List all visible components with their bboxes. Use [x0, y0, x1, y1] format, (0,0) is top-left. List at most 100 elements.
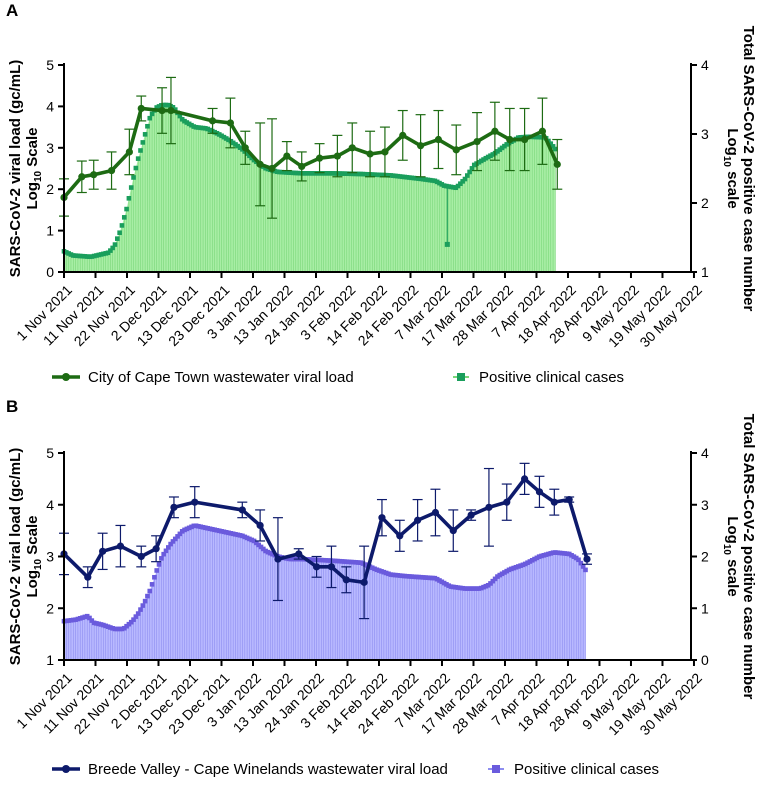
y-tick-label: 1 [46, 223, 54, 239]
case-marker [203, 525, 208, 531]
legend-wastewater-label: City of Cape Town wastewater viral load [88, 369, 354, 386]
case-marker [462, 176, 468, 182]
case-marker [274, 169, 280, 175]
case-marker [478, 585, 484, 591]
case-marker [64, 250, 69, 255]
case-marker [200, 524, 206, 530]
case-marker [349, 171, 354, 177]
case-marker [94, 621, 99, 626]
case-marker [138, 148, 143, 153]
case-marker [108, 248, 113, 253]
case-marker [108, 625, 113, 630]
case-marker [539, 553, 544, 559]
wastewater-point [295, 550, 303, 558]
case-marker [444, 183, 449, 189]
case-marker [73, 253, 78, 258]
case-marker [70, 617, 76, 623]
wastewater-point [378, 514, 386, 522]
wastewater-point [90, 171, 98, 179]
case-marker [467, 586, 472, 591]
case-marker [140, 603, 146, 608]
case-marker [172, 536, 178, 542]
wastewater-point [414, 516, 422, 524]
case-marker [532, 134, 537, 140]
case-marker [149, 582, 155, 587]
case-marker [539, 134, 544, 140]
wastewater-point [360, 578, 368, 586]
case-marker [191, 124, 197, 129]
case-marker [332, 171, 338, 176]
case-marker [80, 615, 85, 620]
case-marker [469, 586, 475, 591]
case-marker [432, 575, 438, 581]
case-marker [226, 137, 231, 143]
case-marker [170, 539, 176, 544]
case-marker [64, 618, 69, 624]
case-marker [66, 251, 71, 256]
case-marker [221, 134, 227, 140]
case-marker [557, 550, 563, 556]
case-marker [318, 557, 324, 563]
case-marker [444, 582, 449, 587]
case-marker [330, 558, 336, 564]
case-marker [404, 174, 410, 180]
wastewater-point [431, 508, 440, 517]
case-marker [497, 572, 503, 578]
wastewater-point [137, 552, 145, 561]
y-tick-label: 5 [46, 57, 54, 73]
case-marker [91, 620, 97, 626]
y-axis-label-scale: Log10 Scale [24, 516, 44, 598]
case-marker [430, 178, 435, 183]
wastewater-point [152, 545, 160, 553]
case-marker [397, 573, 403, 578]
case-marker [121, 625, 127, 631]
case-marker [518, 135, 523, 140]
case-marker [247, 536, 252, 542]
case-marker [376, 568, 382, 573]
case-marker [566, 551, 572, 557]
case-marker [363, 562, 368, 567]
wastewater-point [158, 106, 166, 115]
case-marker [73, 617, 78, 622]
case-marker [335, 558, 340, 564]
case-marker [75, 616, 81, 622]
panel-label: B [6, 397, 18, 416]
case-marker [186, 121, 192, 127]
case-marker [82, 614, 88, 620]
case-marker [481, 157, 486, 162]
wastewater-point [467, 511, 475, 519]
case-marker [381, 569, 387, 575]
wastewater-point [268, 164, 276, 173]
cases-bars [63, 525, 586, 660]
wastewater-point [503, 498, 511, 506]
case-marker [210, 526, 215, 532]
case-marker [515, 564, 521, 569]
case-marker [492, 576, 498, 582]
case-marker [198, 524, 204, 530]
case-marker [133, 614, 139, 619]
case-marker [112, 626, 118, 632]
case-marker [68, 617, 74, 623]
case-marker [451, 584, 456, 590]
case-marker [381, 172, 387, 178]
case-marker [256, 542, 261, 548]
case-marker [342, 559, 347, 564]
case-marker [485, 154, 491, 160]
case-marker [423, 575, 428, 580]
case-marker [356, 560, 361, 565]
case-marker [321, 557, 326, 563]
case-marker [156, 104, 162, 109]
case-marker [142, 132, 148, 137]
case-marker [416, 574, 421, 580]
case-marker [126, 196, 132, 201]
case-marker [89, 618, 95, 623]
y2-axis-label-scale: Log10 scale [721, 516, 741, 596]
case-marker [562, 551, 567, 556]
case-marker [490, 578, 496, 584]
case-marker [226, 530, 231, 536]
case-marker [351, 171, 357, 177]
case-marker [145, 593, 150, 599]
wastewater-point [366, 150, 374, 158]
case-marker [166, 545, 171, 550]
case-marker [196, 125, 201, 130]
